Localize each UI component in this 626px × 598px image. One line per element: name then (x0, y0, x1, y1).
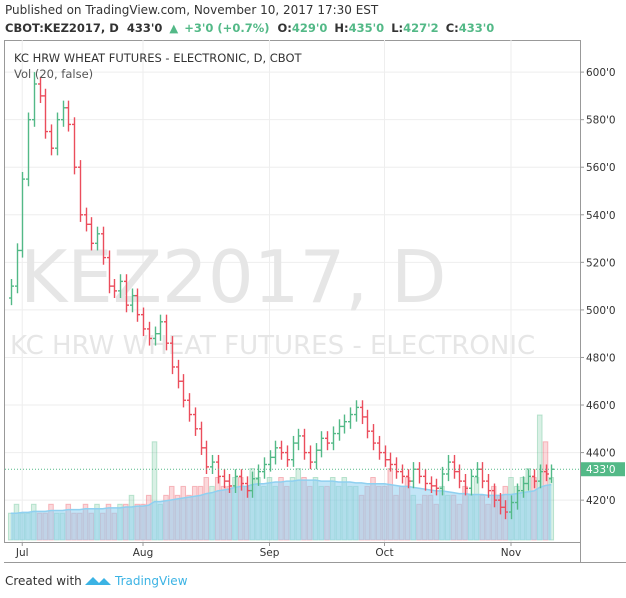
created: Created with (5, 574, 82, 588)
o-label: O: (278, 21, 292, 35)
y-tick-label: 460'0 (586, 400, 616, 412)
last-price-box (581, 462, 625, 477)
x-tick-label: Sep (260, 547, 280, 559)
y-tick-label: 540'0 (586, 210, 616, 222)
symbol: CBOT:KEZ2017, D (5, 21, 119, 35)
y-tick-label: 500'0 (586, 305, 616, 317)
h-label: H: (334, 21, 348, 35)
o: 429'0 (292, 21, 328, 35)
y-tick-label: 600'0 (586, 67, 616, 79)
watermark-sub: KC HRW WHEAT FUTURES - ELECTRONIC (10, 331, 535, 361)
l: 427'2 (403, 21, 439, 35)
arrow: ▲ (169, 21, 178, 35)
c-label: C: (446, 21, 459, 35)
x-tick-label: Nov (501, 547, 522, 559)
last: 433'0 (127, 21, 163, 35)
brand[interactable]: TradingView (114, 574, 188, 588)
x-tick-label: Jul (15, 547, 29, 559)
legend: CBOT:KEZ2017, D 433'0 ▲ +3'0 (+0.7%) O:4… (5, 21, 494, 35)
y-tick-label: 440'0 (586, 448, 616, 460)
x-tick-label: Aug (133, 547, 154, 559)
y-tick-label: 520'0 (586, 257, 616, 269)
x-tick-label: Oct (375, 547, 393, 559)
last-price-label: 433'0 (586, 464, 616, 476)
watermark: KEZ2017, D (20, 235, 446, 319)
y-tick-label: 420'0 (586, 495, 616, 507)
volume-ma-area (10, 480, 552, 540)
l-label: L: (391, 21, 403, 35)
y-tick-label: 580'0 (586, 115, 616, 127)
volume-ma (10, 479, 552, 514)
y-tick-label: 560'0 (586, 162, 616, 174)
published: Published on TradingView.com, November 1… (5, 3, 379, 17)
h: 435'0 (349, 21, 385, 35)
c: 433'0 (459, 21, 495, 35)
chart-title: KC HRW WHEAT FUTURES - ELECTRONIC, D, CB… (14, 51, 303, 65)
volume-label: Vol (20, false) (14, 67, 93, 81)
y-tick-label: 480'0 (586, 352, 616, 364)
change: +3'0 (+0.7%) (184, 21, 269, 35)
footer: Created with TradingView (5, 574, 188, 588)
logo (85, 577, 111, 585)
